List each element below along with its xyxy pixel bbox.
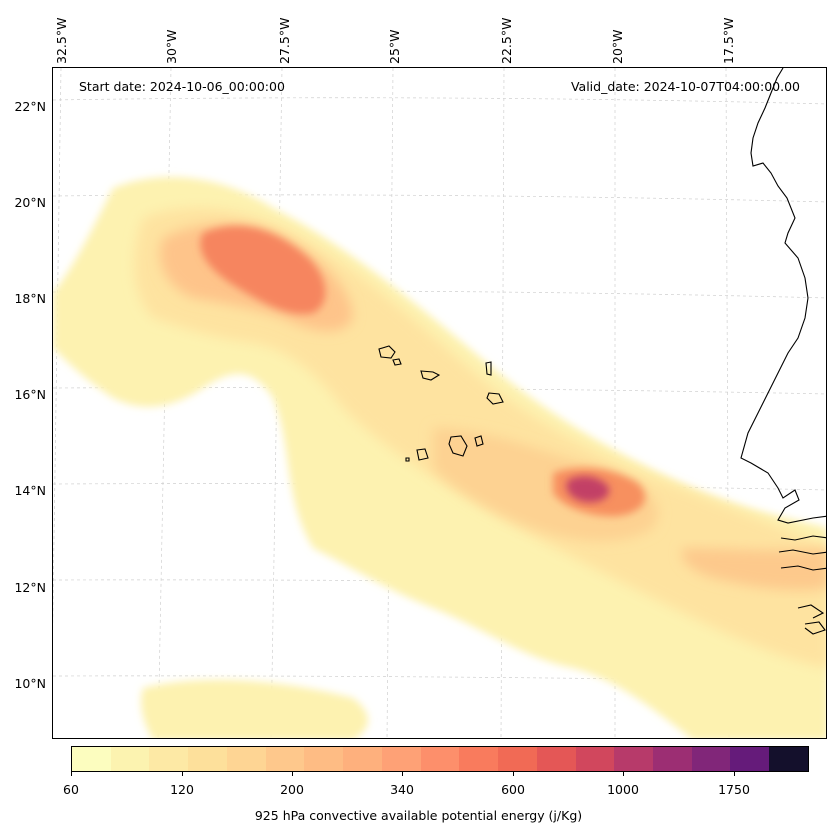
cape-verde-islands — [378, 345, 504, 462]
colorbar — [71, 746, 809, 772]
lon-label-25w: 25°W — [387, 29, 402, 64]
colorbar-tickmark — [623, 772, 624, 776]
lat-label-22n: 22°N — [14, 99, 46, 114]
colorbar-cell-8 — [381, 747, 421, 771]
colorbar-tick-60: 60 — [63, 782, 79, 797]
colorbar-tick-1750: 1750 — [718, 782, 750, 797]
colorbar-cell-1 — [110, 747, 150, 771]
colorbar-tick-1000: 1000 — [607, 782, 639, 797]
lat-label-10n: 10°N — [14, 676, 46, 691]
colorbar-tickmark — [182, 772, 183, 776]
colorbar-cell-7 — [343, 747, 382, 771]
colorbar-cell-15 — [653, 747, 692, 771]
cape-contour-low-south — [141, 679, 368, 738]
colorbar-cell-6 — [304, 747, 344, 771]
colorbar-tickmark — [402, 772, 403, 776]
map-frame[interactable]: Start date: 2024-10-06_00:00:00 Valid_da… — [52, 67, 827, 739]
colorbar-cell-5 — [265, 747, 305, 771]
colorbar-cell-10 — [459, 747, 499, 771]
lon-label-17-5w: 17.5°W — [721, 17, 736, 64]
colorbar-tick-340: 340 — [390, 782, 414, 797]
map-canvas — [53, 68, 826, 738]
colorbar-cell-11 — [498, 747, 537, 771]
cape-contour-core-central — [566, 476, 610, 503]
colorbar-tickmark — [71, 772, 72, 776]
valid-date-label: Valid_date: 2024-10-07T04:00:00.00 — [570, 79, 800, 94]
colorbar-cell-17 — [730, 747, 770, 771]
africa-coastline — [740, 68, 826, 635]
colorbar-tickmark — [292, 772, 293, 776]
colorbar-cell-9 — [420, 747, 460, 771]
colorbar-cell-3 — [188, 747, 227, 771]
colorbar-cell-18 — [769, 747, 808, 771]
lat-label-20n: 20°N — [14, 195, 46, 210]
colorbar-label: 925 hPa convective available potential e… — [254, 808, 583, 823]
colorbar-cell-0 — [72, 747, 111, 771]
colorbar-cell-12 — [536, 747, 576, 771]
lon-label-30w: 30°W — [164, 29, 179, 64]
cape-field — [53, 177, 826, 738]
colorbar-tick-120: 120 — [170, 782, 194, 797]
colorbar-cell-14 — [614, 747, 654, 771]
lon-label-20w: 20°W — [610, 29, 625, 64]
lon-label-22-5w: 22.5°W — [499, 17, 514, 64]
colorbar-tick-600: 600 — [501, 782, 525, 797]
lon-label-32-5w: 32.5°W — [54, 17, 69, 64]
lon-label-27-5w: 27.5°W — [277, 17, 292, 64]
lat-label-18n: 18°N — [14, 291, 46, 306]
colorbar-tickmark — [734, 772, 735, 776]
colorbar-tickmark — [513, 772, 514, 776]
colorbar-cell-13 — [575, 747, 615, 771]
colorbar-tick-200: 200 — [280, 782, 304, 797]
start-date-label: Start date: 2024-10-06_00:00:00 — [79, 79, 285, 94]
colorbar-cell-2 — [149, 747, 189, 771]
lat-label-12n: 12°N — [14, 580, 46, 595]
cape-contour-core-north — [200, 225, 326, 314]
lat-label-16n: 16°N — [14, 387, 46, 402]
lat-label-14n: 14°N — [14, 483, 46, 498]
colorbar-cell-4 — [226, 747, 266, 771]
colorbar-cell-16 — [691, 747, 731, 771]
cape-contour-east — [681, 548, 826, 590]
